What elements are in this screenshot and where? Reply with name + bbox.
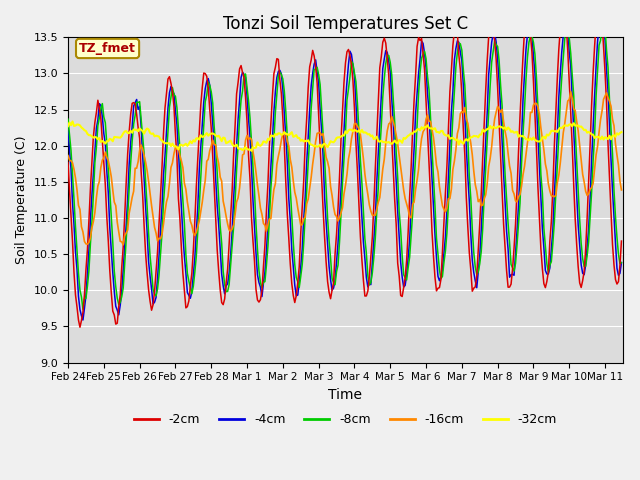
Title: Tonzi Soil Temperatures Set C: Tonzi Soil Temperatures Set C <box>223 15 468 33</box>
Text: TZ_fmet: TZ_fmet <box>79 42 136 55</box>
Legend: -2cm, -4cm, -8cm, -16cm, -32cm: -2cm, -4cm, -8cm, -16cm, -32cm <box>129 408 562 431</box>
X-axis label: Time: Time <box>328 388 362 402</box>
Y-axis label: Soil Temperature (C): Soil Temperature (C) <box>15 136 28 264</box>
